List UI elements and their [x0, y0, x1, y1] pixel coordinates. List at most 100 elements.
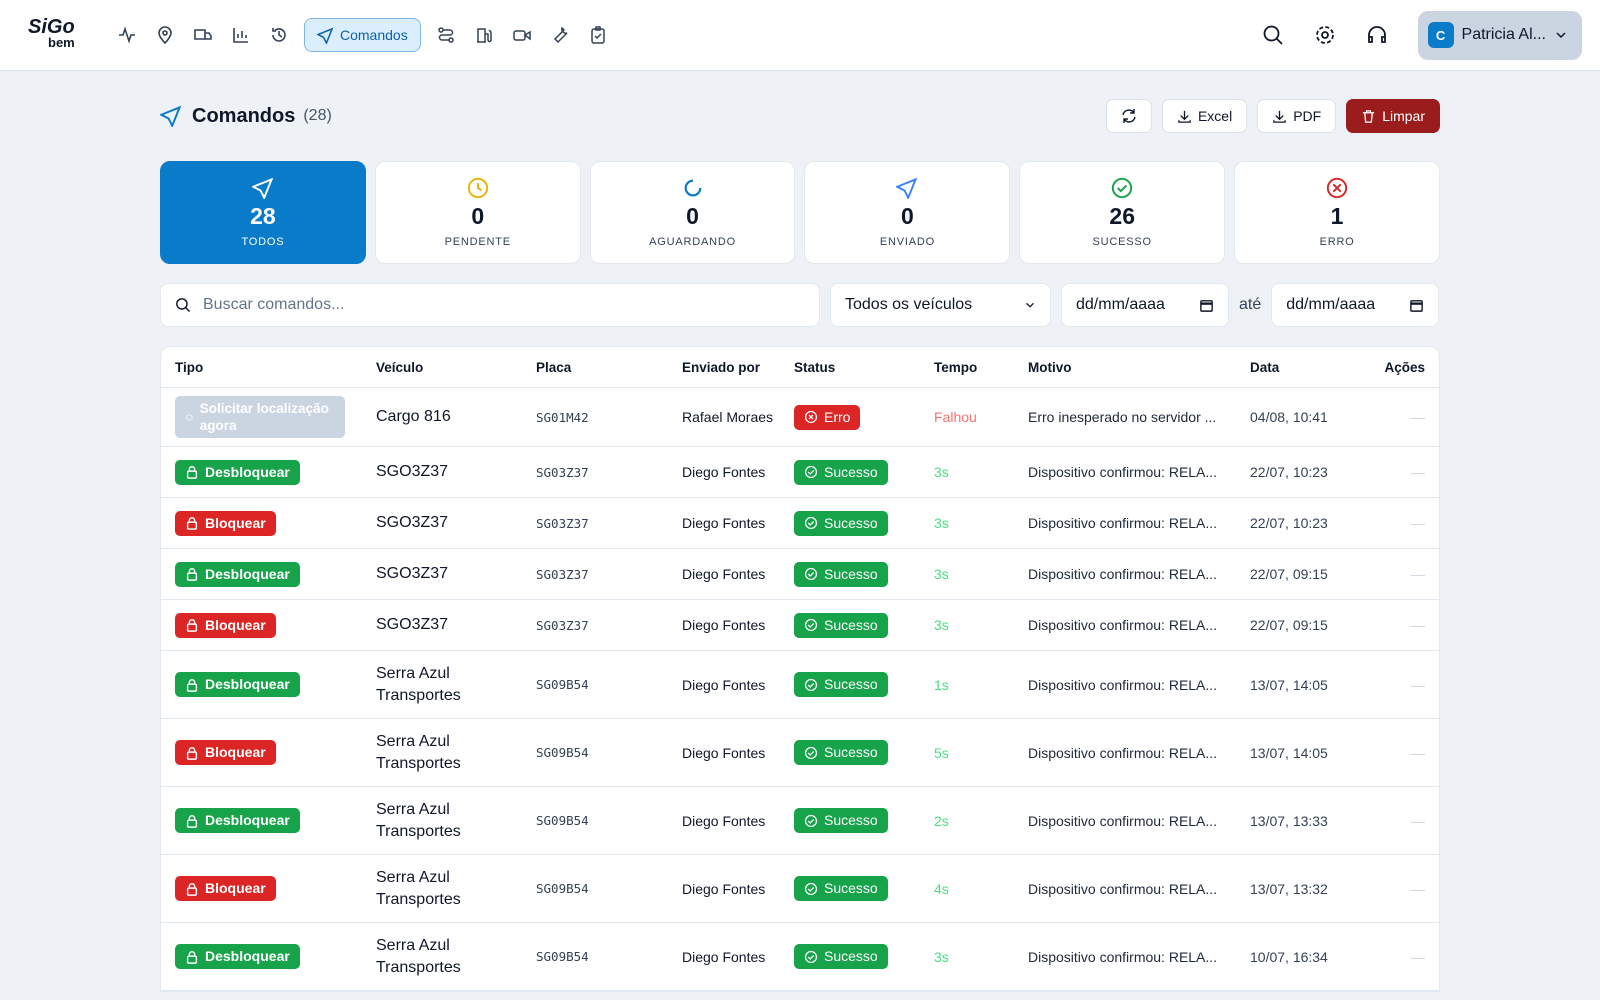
text: Cargo 816	[376, 408, 451, 425]
logo[interactable]: SiGo bem	[28, 17, 114, 51]
actions: —	[1365, 941, 1425, 973]
text: Sucesso	[824, 616, 878, 633]
type-badge: Desbloquear	[175, 944, 300, 969]
nav-fleet[interactable]	[190, 22, 216, 48]
nav-fuel[interactable]	[471, 22, 497, 48]
duration: 4s	[934, 873, 1028, 905]
text: Serra Azul Transportes	[376, 868, 461, 908]
text: —	[1411, 880, 1425, 897]
text: Sucesso	[824, 676, 878, 692]
nav: Comandos	[114, 18, 611, 52]
cell: Bloquear	[175, 868, 376, 909]
search-icon[interactable]	[1262, 24, 1284, 46]
table-row[interactable]: Desbloquear Serra Azul Transportes SG09B54…	[161, 787, 1439, 855]
text: SUCESSO	[1092, 236, 1152, 248]
date: 13/07, 13:33	[1250, 805, 1365, 837]
table-row[interactable]: Desbloquear Serra Azul Transportes SG09B54…	[161, 923, 1439, 991]
text: Enviado por	[682, 359, 761, 375]
text: SGO3Z37	[376, 616, 449, 633]
table-row[interactable]: Bloquear Serra Azul Transportes SG09B54 Die…	[161, 855, 1439, 923]
cell: Sucesso	[794, 605, 934, 646]
pdf-button[interactable]: PDF	[1257, 99, 1337, 133]
stat-card[interactable]: 26 SUCESSO	[1019, 161, 1226, 264]
stat-label: TODOS	[241, 236, 284, 248]
date-from[interactable]: dd/mm/aaaa	[1061, 283, 1229, 327]
refresh-button[interactable]	[1105, 99, 1152, 133]
type-badge: Desbloquear	[175, 808, 300, 833]
stat-label: AGUARDANDO	[649, 236, 736, 248]
text: 3s	[934, 948, 949, 965]
vehicle: SGO3Z37	[376, 504, 536, 542]
button-label: Excel	[1197, 108, 1233, 124]
vehicle: Serra Azul Transportes	[376, 723, 536, 783]
table-row[interactable]: Bloquear SGO3Z37 SG03Z37 Diego Fontes Sucess…	[161, 498, 1439, 549]
search-input[interactable]: Buscar comandos...	[160, 283, 820, 327]
text: 0	[471, 203, 485, 229]
sender: Diego Fontes	[682, 608, 794, 642]
reason: Dispositivo confirmou: RELA...	[1028, 737, 1250, 769]
date-to[interactable]: dd/mm/aaaa	[1271, 283, 1440, 327]
table-row[interactable]: Desbloquear SGO3Z37 SG03Z37 Diego Fontes Suc…	[161, 447, 1439, 498]
text: SG03Z37	[536, 464, 589, 480]
stats: 28 TODOS 0 PENDENTE 0 AGUARDANDO 0 ENVIADO 26 SUC…	[160, 161, 1440, 264]
nav-history[interactable]	[266, 22, 292, 48]
date: 22/07, 09:15	[1250, 609, 1365, 641]
status-badge: Sucesso	[794, 672, 888, 697]
nav-video[interactable]	[509, 22, 535, 48]
date: 13/07, 13:32	[1250, 873, 1365, 905]
text: Sucesso	[824, 565, 878, 582]
text: Dispositivo confirmou: RELA...	[1028, 676, 1218, 693]
stat-card[interactable]: 0 PENDENTE	[374, 161, 581, 264]
text: 3s	[934, 515, 949, 531]
actions: —	[1365, 558, 1425, 590]
duration: Falhou	[934, 401, 1028, 433]
date-placeholder: dd/mm/aaaa	[1286, 296, 1376, 313]
table-row[interactable]: Desbloquear Serra Azul Transportes SG09B54…	[161, 651, 1439, 719]
table-row[interactable]: Bloquear Serra Azul Transportes SG09B54 Die…	[161, 719, 1439, 787]
text: 10/07, 16:34	[1250, 948, 1328, 965]
text: SG09B54	[536, 677, 589, 692]
text: SG03Z37	[536, 617, 589, 633]
top-bar: SiGo bem Comandos C Patricia Al...	[0, 0, 1600, 71]
text: Falhou	[934, 409, 977, 425]
table-row[interactable]: Desbloquear SGO3Z37 SG03Z37 Diego Fontes Suc…	[161, 549, 1439, 600]
duration: 2s	[934, 805, 1028, 837]
text: Dispositivo confirmou: RELA...	[1028, 617, 1218, 633]
text: Diego Fontes	[682, 676, 766, 693]
nav-maintenance[interactable]	[547, 22, 573, 48]
text: Erro	[824, 408, 851, 425]
status-badge: Sucesso	[794, 808, 888, 833]
clear-button[interactable]: Limpar	[1346, 99, 1440, 133]
excel-button[interactable]: Excel	[1161, 99, 1248, 133]
stat-label: SUCESSO	[1093, 236, 1152, 248]
nav-map[interactable]	[152, 22, 178, 48]
nav-commands[interactable]: Comandos	[304, 18, 421, 52]
stat-value: 0	[686, 203, 699, 230]
text: Tempo	[934, 359, 978, 375]
nav-checklist[interactable]	[585, 22, 611, 48]
stat-card[interactable]: 28 TODOS	[160, 161, 366, 264]
stat-card[interactable]: 1 ERRO	[1234, 161, 1440, 264]
stat-card[interactable]: 0 ENVIADO	[804, 161, 1011, 264]
until-label: até	[1239, 296, 1262, 313]
text: 3s	[934, 617, 949, 633]
text: Solicitar localização agora	[199, 401, 329, 433]
text: SGO3Z37	[376, 565, 449, 582]
text: PENDENTE	[444, 236, 511, 248]
nav-routes[interactable]	[433, 22, 459, 48]
toolbar: C Patricia Al...	[1262, 10, 1582, 60]
user-menu[interactable]: C Patricia Al...	[1417, 10, 1582, 60]
nav-activity[interactable]	[114, 22, 140, 48]
settings-icon[interactable]	[1314, 24, 1336, 46]
stat-card[interactable]: 0 AGUARDANDO	[589, 161, 796, 264]
support-icon[interactable]	[1366, 24, 1388, 46]
column-header: Ações	[1365, 352, 1425, 383]
table-row[interactable]: Solicitar localização agora Cargo 816 SG01…	[161, 388, 1439, 447]
table-row[interactable]: Bloquear SGO3Z37 SG03Z37 Diego Fontes Sucess…	[161, 600, 1439, 651]
vehicle-select[interactable]: Todos os veículos	[830, 283, 1051, 327]
logo-sub: bem	[48, 35, 75, 50]
type-badge: Bloquear	[175, 876, 276, 901]
reason: Dispositivo confirmou: RELA...	[1028, 456, 1250, 488]
stat-value: 28	[250, 203, 276, 230]
nav-reports[interactable]	[228, 22, 254, 48]
